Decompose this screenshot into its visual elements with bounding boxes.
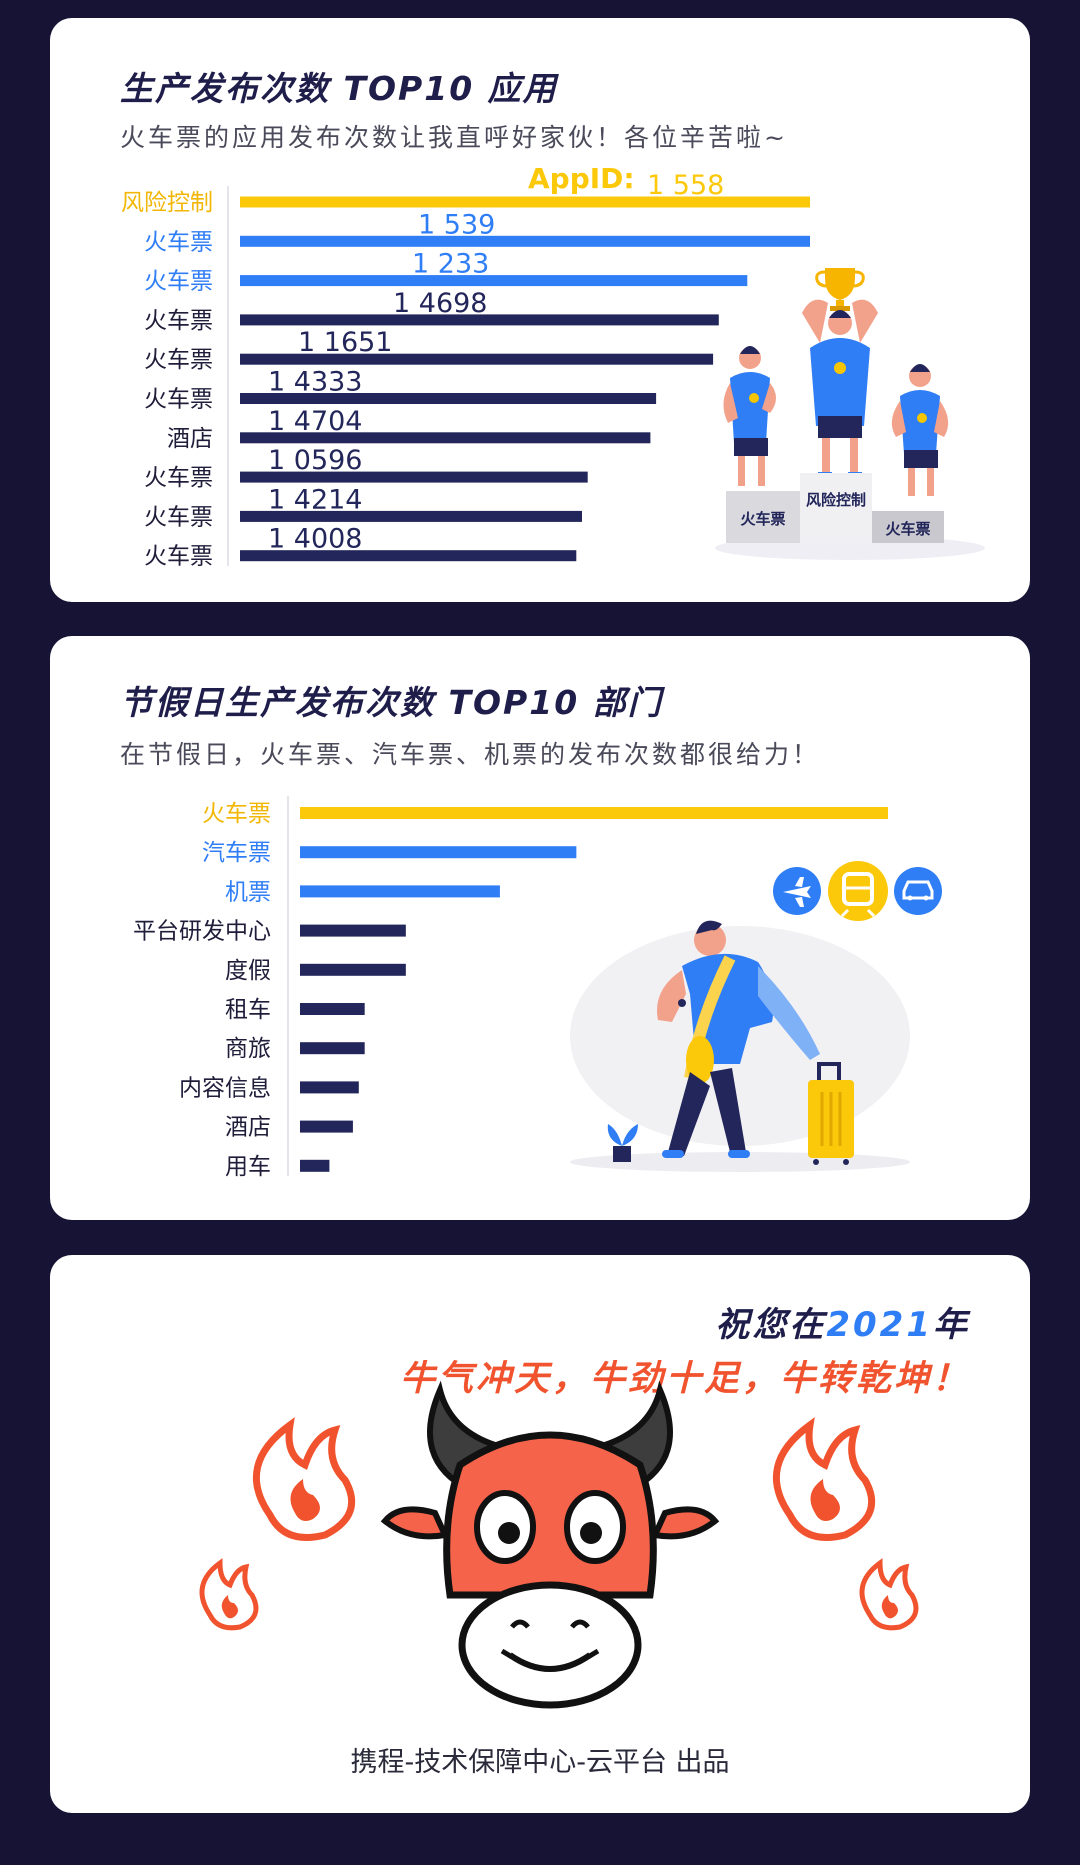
- winner-figure-left: [723, 346, 776, 486]
- footer-credit: 携程-技术保障中心-云平台 出品: [350, 1747, 730, 1778]
- bar-7: [300, 1081, 359, 1094]
- bar-4: [240, 353, 714, 365]
- section1-title: 生产发布次数 TOP10 应用: [120, 69, 558, 108]
- category-label-4: 度假: [225, 958, 271, 984]
- category-label-3: 火车票: [144, 308, 213, 334]
- category-label-1: 汽车票: [202, 840, 271, 866]
- category-label-3: 平台研发中心: [133, 919, 271, 945]
- greeting-card: 祝您在2021年 牛气冲天，牛劲十足，牛转乾坤！: [50, 1255, 1030, 1813]
- bar-7: [240, 471, 588, 483]
- bar-2: [300, 885, 500, 898]
- flame-icon-left-big: [252, 1417, 356, 1541]
- flame-icon-right-big: [772, 1417, 876, 1541]
- data-label-4: 1 1651: [298, 327, 392, 358]
- podium-second-label: 火车票: [740, 510, 786, 528]
- wish-suffix: 年: [933, 1305, 970, 1345]
- winner-figure-center: [802, 299, 878, 478]
- data-label-0: 1 558: [647, 170, 724, 201]
- bar-3: [300, 924, 406, 937]
- section2-subtitle: 在节假日，火车票、汽车票、机票的发布次数都很给力！: [120, 740, 821, 769]
- category-label-6: 酒店: [167, 426, 213, 452]
- wish-year: 2021: [826, 1305, 933, 1345]
- ox-illustration: [199, 1380, 919, 1709]
- bar-0: [240, 196, 810, 208]
- suitcase-icon: [808, 1062, 854, 1165]
- data-label-5: 1 4333: [268, 367, 362, 398]
- data-label-9: 1 4008: [268, 524, 362, 555]
- car-icon: [894, 867, 942, 915]
- top10-apps-card: 生产发布次数 TOP10 应用 火车票的应用发布次数让我直呼好家伙！各位辛苦啦~…: [50, 18, 1030, 602]
- bar-9: [300, 1159, 330, 1172]
- data-label-7: 1 0596: [268, 445, 362, 476]
- category-label-2: 火车票: [144, 269, 213, 295]
- category-label-7: 内容信息: [179, 1075, 271, 1101]
- traveler-figure: [657, 920, 820, 1158]
- ox-head-icon: [380, 1380, 720, 1709]
- category-label-1: 火车票: [144, 229, 213, 255]
- data-label-8: 1 4214: [268, 484, 362, 515]
- bar-1: [300, 846, 577, 859]
- category-label-2: 机票: [225, 879, 271, 905]
- bar-4: [300, 963, 406, 976]
- section1-subtitle: 火车票的应用发布次数让我直呼好家伙！各位辛苦啦~: [120, 123, 788, 152]
- bar-1: [240, 235, 810, 247]
- bar-9: [240, 550, 577, 562]
- bar-6: [300, 1042, 365, 1055]
- new-year-blessing: 牛气冲天，牛劲十足，牛转乾坤！: [399, 1359, 970, 1399]
- bar-8: [240, 510, 582, 522]
- data-label-1: 1 539: [418, 209, 495, 240]
- category-label-8: 酒店: [225, 1115, 271, 1141]
- bar-2: [240, 275, 748, 287]
- plant-icon: [607, 1124, 638, 1162]
- podium-third-label: 火车票: [885, 520, 931, 538]
- podium-second-block: [726, 491, 800, 543]
- flame-icon-right-small: [859, 1558, 919, 1631]
- podium-first-block: [800, 473, 872, 543]
- plane-icon: [773, 867, 821, 915]
- wish-prefix: 祝您在: [715, 1305, 827, 1345]
- category-label-6: 商旅: [225, 1036, 271, 1062]
- podium-illustration: [715, 268, 985, 560]
- trophy-icon: [815, 268, 865, 311]
- category-label-8: 火车票: [144, 504, 213, 530]
- category-label-4: 火车票: [144, 347, 213, 373]
- new-year-wish: 祝您在2021年: [715, 1297, 970, 1346]
- data-label-6: 1 4704: [268, 406, 362, 437]
- podium-third-block: [872, 511, 944, 543]
- bar-8: [300, 1120, 353, 1133]
- traveler-illustration: [570, 861, 942, 1172]
- appid-label: AppID:: [528, 162, 635, 195]
- category-label-0: 风险控制: [121, 190, 213, 216]
- category-label-5: 火车票: [144, 387, 213, 413]
- category-label-9: 火车票: [144, 544, 213, 570]
- category-label-9: 用车: [225, 1154, 271, 1180]
- bar-0: [300, 807, 888, 819]
- bar-6: [240, 432, 651, 444]
- top10-apps-chart: 风险控制 1 558 火车票 1 539 火车票 1 233 火车票 1 4698 火车票 1 1…: [121, 162, 810, 570]
- flame-icon-left-small: [199, 1558, 259, 1631]
- bar-5: [300, 1003, 365, 1015]
- data-label-2: 1 233: [412, 249, 489, 280]
- section2-title: 节假日生产发布次数 TOP10 部门: [120, 683, 663, 722]
- winner-figure-right: [891, 364, 949, 496]
- top10-departments-card: 节假日生产发布次数 TOP10 部门 在节假日，火车票、汽车票、机票的发布次数都…: [50, 636, 1030, 1220]
- category-label-7: 火车票: [144, 465, 213, 491]
- podium-first-label: 风险控制: [805, 491, 866, 509]
- train-icon: [828, 861, 888, 921]
- data-label-3: 1 4698: [393, 288, 487, 319]
- bar-5: [240, 393, 657, 404]
- category-label-5: 租车: [225, 997, 271, 1023]
- category-label-0: 火车票: [202, 801, 271, 827]
- bar-3: [240, 314, 719, 326]
